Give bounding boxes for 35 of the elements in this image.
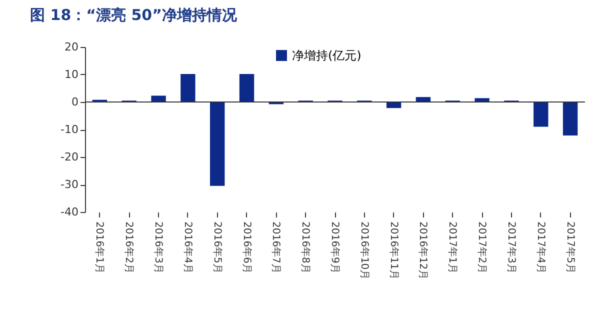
x-tick-label: 2017年4月: [534, 222, 547, 274]
x-tick-label: 2016年5月: [211, 222, 224, 274]
x-tick-label: 2016年1月: [94, 222, 106, 274]
y-tick-label: -20: [60, 150, 78, 164]
x-tick-label: 2016年10月: [358, 222, 370, 280]
y-tick-label: -40: [60, 206, 78, 218]
bar: [474, 98, 490, 102]
y-tick-label: -10: [60, 123, 78, 136]
y-tick-label: 0: [72, 96, 78, 108]
bar: [239, 74, 254, 102]
x-tick-label: 2016年3月: [152, 222, 165, 274]
bar: [562, 102, 578, 136]
bar: [151, 96, 166, 102]
x-tick-label: 2016年4月: [182, 222, 194, 274]
x-tick-label: 2016年11月: [388, 222, 400, 280]
bar: [210, 102, 225, 186]
bar: [386, 102, 402, 108]
x-tick-label: 2017年3月: [505, 222, 518, 274]
legend-label: 净增持(亿元): [292, 48, 362, 62]
bar: [534, 102, 548, 127]
bar: [180, 74, 196, 102]
y-tick-label: 20: [64, 40, 78, 54]
y-tick-label: -30: [60, 178, 78, 191]
x-tick-label: 2016年12月: [417, 222, 430, 280]
x-tick-label: 2016年8月: [300, 222, 312, 274]
x-tick-label: 2017年2月: [476, 222, 488, 274]
x-tick-label: 2016年7月: [270, 222, 282, 274]
chart-title: 图 18：“漂亮 50”净增持情况: [30, 6, 238, 24]
x-tick-label: 2016年6月: [240, 222, 253, 274]
x-tick-label: 2017年5月: [564, 222, 576, 274]
bar: [416, 97, 431, 102]
x-tick-label: 2016年2月: [123, 222, 136, 274]
y-tick-label: 10: [64, 68, 78, 81]
x-tick-label: 2017年1月: [446, 222, 459, 274]
x-tick-label: 2016年9月: [329, 222, 341, 274]
